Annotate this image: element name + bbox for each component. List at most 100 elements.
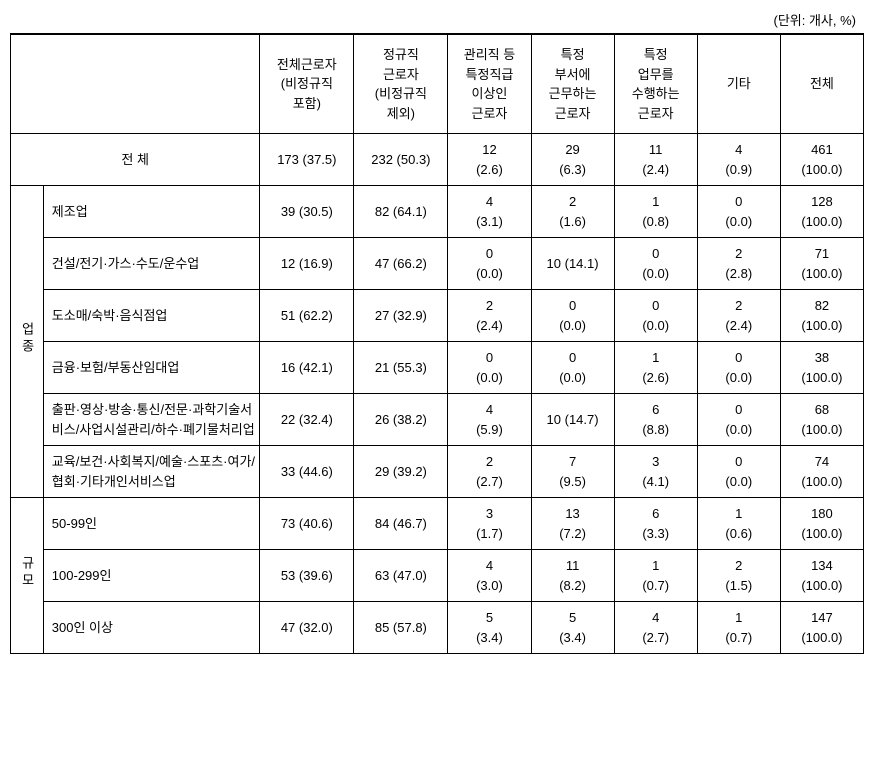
row-label: 제조업	[43, 186, 260, 238]
cell: 2(1.6)	[531, 186, 614, 238]
total-label: 전 체	[11, 134, 260, 186]
cell: 4(3.0)	[448, 550, 531, 602]
table-row: 업종 제조업 39 (30.5) 82 (64.1) 4(3.1) 2(1.6)…	[11, 186, 864, 238]
cell: 11(2.4)	[614, 134, 697, 186]
cell: 16 (42.1)	[260, 342, 354, 394]
header-col3: 관리직 등특정직급이상인근로자	[448, 34, 531, 134]
cell: 82 (64.1)	[354, 186, 448, 238]
cell: 0(0.0)	[531, 342, 614, 394]
header-col1: 전체근로자(비정규직포함)	[260, 34, 354, 134]
row-label: 300인 이상	[43, 602, 260, 654]
cell: 51 (62.2)	[260, 290, 354, 342]
cell: 147(100.0)	[780, 602, 863, 654]
cell: 29 (39.2)	[354, 446, 448, 498]
cell: 53 (39.6)	[260, 550, 354, 602]
cell: 63 (47.0)	[354, 550, 448, 602]
table-row: 출판·영상·방송·통신/전문·과학기술서비스/사업시설관리/하수·폐기물처리업 …	[11, 394, 864, 446]
cell: 0(0.0)	[697, 394, 780, 446]
row-label: 도소매/숙박·음식점업	[43, 290, 260, 342]
cell: 71(100.0)	[780, 238, 863, 290]
row-label: 건설/전기·가스·수도/운수업	[43, 238, 260, 290]
cell: 4(2.7)	[614, 602, 697, 654]
unit-label: (단위: 개사, %)	[10, 10, 864, 29]
cell: 4(0.9)	[697, 134, 780, 186]
cell: 26 (38.2)	[354, 394, 448, 446]
cell: 2(2.4)	[697, 290, 780, 342]
cell: 6(8.8)	[614, 394, 697, 446]
cell: 1(2.6)	[614, 342, 697, 394]
row-label: 100-299인	[43, 550, 260, 602]
cell: 4(5.9)	[448, 394, 531, 446]
header-col6: 기타	[697, 34, 780, 134]
cell: 27 (32.9)	[354, 290, 448, 342]
group2-label: 규모	[11, 498, 44, 654]
cell: 39 (30.5)	[260, 186, 354, 238]
cell: 10 (14.7)	[531, 394, 614, 446]
table-row: 도소매/숙박·음식점업 51 (62.2) 27 (32.9) 2(2.4) 0…	[11, 290, 864, 342]
cell: 461(100.0)	[780, 134, 863, 186]
header-row: 전체근로자(비정규직포함) 정규직근로자(비정규직제외) 관리직 등특정직급이상…	[11, 34, 864, 134]
table-row: 규모 50-99인 73 (40.6) 84 (46.7) 3(1.7) 13(…	[11, 498, 864, 550]
header-col4: 특정부서에근무하는근로자	[531, 34, 614, 134]
data-table: 전체근로자(비정규직포함) 정규직근로자(비정규직제외) 관리직 등특정직급이상…	[10, 33, 864, 654]
cell: 0(0.0)	[614, 290, 697, 342]
cell: 1(0.7)	[697, 602, 780, 654]
cell: 10 (14.1)	[531, 238, 614, 290]
cell: 29(6.3)	[531, 134, 614, 186]
cell: 173 (37.5)	[260, 134, 354, 186]
cell: 21 (55.3)	[354, 342, 448, 394]
header-col7: 전체	[780, 34, 863, 134]
row-label: 교육/보건·사회복지/예술·스포츠·여가/협회·기타개인서비스업	[43, 446, 260, 498]
cell: 5(3.4)	[531, 602, 614, 654]
cell: 134(100.0)	[780, 550, 863, 602]
cell: 82(100.0)	[780, 290, 863, 342]
header-col5: 특정업무를수행하는근로자	[614, 34, 697, 134]
cell: 0(0.0)	[697, 342, 780, 394]
cell: 2(2.4)	[448, 290, 531, 342]
table-row: 금융·보험/부동산임대업 16 (42.1) 21 (55.3) 0(0.0) …	[11, 342, 864, 394]
cell: 232 (50.3)	[354, 134, 448, 186]
header-col2: 정규직근로자(비정규직제외)	[354, 34, 448, 134]
table-row: 건설/전기·가스·수도/운수업 12 (16.9) 47 (66.2) 0(0.…	[11, 238, 864, 290]
cell: 0(0.0)	[448, 342, 531, 394]
table-row: 300인 이상 47 (32.0) 85 (57.8) 5(3.4) 5(3.4…	[11, 602, 864, 654]
table-row: 100-299인 53 (39.6) 63 (47.0) 4(3.0) 11(8…	[11, 550, 864, 602]
cell: 0(0.0)	[697, 446, 780, 498]
row-label: 출판·영상·방송·통신/전문·과학기술서비스/사업시설관리/하수·폐기물처리업	[43, 394, 260, 446]
cell: 22 (32.4)	[260, 394, 354, 446]
group1-label: 업종	[11, 186, 44, 498]
cell: 13(7.2)	[531, 498, 614, 550]
cell: 38(100.0)	[780, 342, 863, 394]
cell: 2(2.8)	[697, 238, 780, 290]
cell: 5(3.4)	[448, 602, 531, 654]
cell: 1(0.8)	[614, 186, 697, 238]
cell: 0(0.0)	[531, 290, 614, 342]
cell: 0(0.0)	[697, 186, 780, 238]
cell: 74(100.0)	[780, 446, 863, 498]
cell: 73 (40.6)	[260, 498, 354, 550]
cell: 4(3.1)	[448, 186, 531, 238]
cell: 11(8.2)	[531, 550, 614, 602]
table-row: 교육/보건·사회복지/예술·스포츠·여가/협회·기타개인서비스업 33 (44.…	[11, 446, 864, 498]
cell: 1(0.7)	[614, 550, 697, 602]
cell: 84 (46.7)	[354, 498, 448, 550]
row-label: 50-99인	[43, 498, 260, 550]
cell: 68(100.0)	[780, 394, 863, 446]
cell: 0(0.0)	[614, 238, 697, 290]
total-row: 전 체 173 (37.5) 232 (50.3) 12(2.6) 29(6.3…	[11, 134, 864, 186]
cell: 33 (44.6)	[260, 446, 354, 498]
row-label: 금융·보험/부동산임대업	[43, 342, 260, 394]
header-corner	[11, 34, 260, 134]
cell: 47 (32.0)	[260, 602, 354, 654]
cell: 2(1.5)	[697, 550, 780, 602]
cell: 12 (16.9)	[260, 238, 354, 290]
cell: 1(0.6)	[697, 498, 780, 550]
cell: 7(9.5)	[531, 446, 614, 498]
cell: 47 (66.2)	[354, 238, 448, 290]
cell: 180(100.0)	[780, 498, 863, 550]
cell: 6(3.3)	[614, 498, 697, 550]
cell: 85 (57.8)	[354, 602, 448, 654]
cell: 3(4.1)	[614, 446, 697, 498]
cell: 2(2.7)	[448, 446, 531, 498]
cell: 12(2.6)	[448, 134, 531, 186]
